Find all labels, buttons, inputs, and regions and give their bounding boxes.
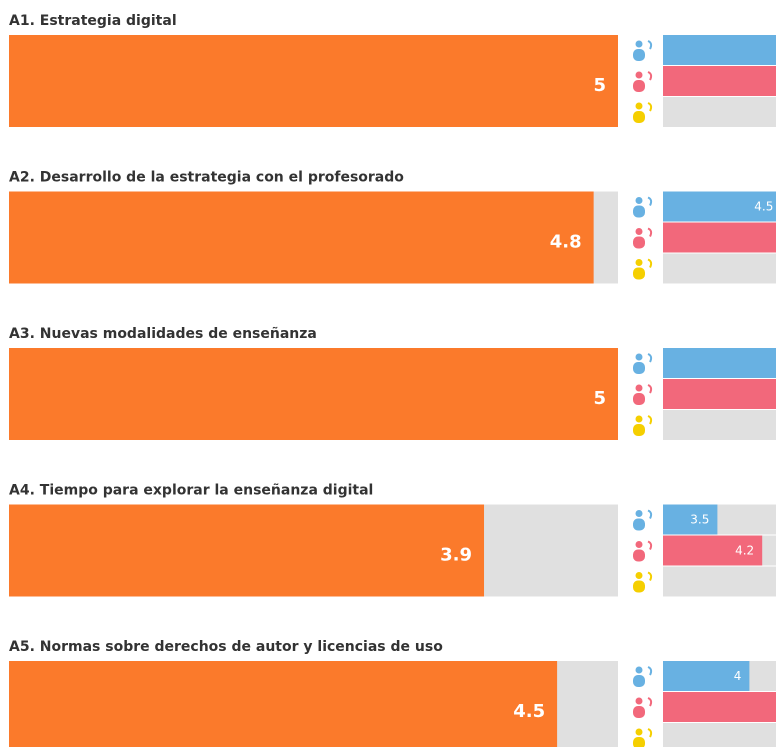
icon-teachers <box>633 80 645 92</box>
group-bar <box>663 692 776 722</box>
group-background <box>663 723 776 747</box>
icon-leaders <box>647 666 653 676</box>
icon-teachers <box>647 384 653 394</box>
icon-teachers <box>647 540 653 550</box>
icon-teachers <box>633 549 645 562</box>
icon-students <box>633 580 645 593</box>
section-title: A4. Tiempo para explorar la enseñanza di… <box>9 483 373 499</box>
icon-teachers <box>647 71 653 81</box>
group-bar <box>663 661 750 691</box>
group-label: 4.2 <box>735 544 754 558</box>
icon-leaders <box>647 509 653 519</box>
icon-students <box>647 258 653 268</box>
score-label: 4.5 <box>513 701 545 722</box>
icon-students <box>633 424 645 436</box>
score-bar <box>9 348 618 440</box>
group-label: 4 <box>734 669 742 683</box>
score-bar <box>9 35 618 127</box>
group-bar <box>663 35 776 65</box>
icon-teachers <box>635 541 643 548</box>
score-bar <box>9 661 558 747</box>
icon-leaders <box>633 675 645 687</box>
icon-students <box>633 111 645 123</box>
icon-leaders <box>635 40 643 48</box>
icon-teachers <box>647 697 653 707</box>
group-bar <box>663 191 776 222</box>
icon-students <box>635 572 643 579</box>
icon-students <box>635 259 643 266</box>
icon-teachers <box>635 384 643 392</box>
icon-leaders <box>633 518 645 531</box>
icon-teachers <box>633 236 645 249</box>
icon-leaders <box>635 197 643 204</box>
icon-leaders <box>633 205 645 218</box>
icon-leaders <box>633 49 645 61</box>
section-title: A5. Normas sobre derechos de autor y lic… <box>9 639 443 655</box>
icon-leaders <box>635 510 643 517</box>
score-bar <box>9 191 594 284</box>
group-bar <box>663 348 776 378</box>
icon-leaders <box>647 40 653 50</box>
icon-teachers <box>633 706 645 718</box>
group-bar <box>663 379 776 409</box>
icon-students <box>647 728 653 738</box>
group-bar <box>663 222 776 253</box>
icon-teachers <box>635 697 643 705</box>
group-background <box>663 253 776 284</box>
icon-teachers <box>633 393 645 405</box>
icon-leaders <box>635 353 643 361</box>
icon-students <box>633 737 645 747</box>
icon-students <box>635 415 643 423</box>
icon-students <box>635 728 643 736</box>
icon-leaders <box>647 353 653 363</box>
group-bar <box>663 66 776 96</box>
group-background <box>663 566 776 597</box>
group-background <box>663 97 776 127</box>
section-title: A3. Nuevas modalidades de enseñanza <box>9 326 317 342</box>
group-background <box>663 410 776 440</box>
icon-teachers <box>647 227 653 237</box>
icon-leaders <box>647 196 653 206</box>
icon-students <box>635 102 643 110</box>
score-label: 3.9 <box>440 545 472 566</box>
score-bar <box>9 504 485 597</box>
icon-teachers <box>635 228 643 235</box>
icon-students <box>647 571 653 581</box>
group-label: 4.5 <box>754 200 773 214</box>
score-label: 4.8 <box>550 232 582 253</box>
section-title: A2. Desarrollo de la estrategia con el p… <box>9 170 404 186</box>
group-bar <box>663 535 763 566</box>
score-label: 5 <box>593 388 606 409</box>
icon-teachers <box>635 71 643 79</box>
icon-students <box>647 415 653 425</box>
icon-leaders <box>633 362 645 374</box>
icon-leaders <box>635 666 643 674</box>
group-bar <box>663 504 718 535</box>
icon-students <box>647 102 653 112</box>
score-label: 5 <box>593 75 606 96</box>
section-title: A1. Estrategia digital <box>9 13 177 29</box>
icon-students <box>633 267 645 280</box>
group-label: 3.5 <box>690 513 709 527</box>
